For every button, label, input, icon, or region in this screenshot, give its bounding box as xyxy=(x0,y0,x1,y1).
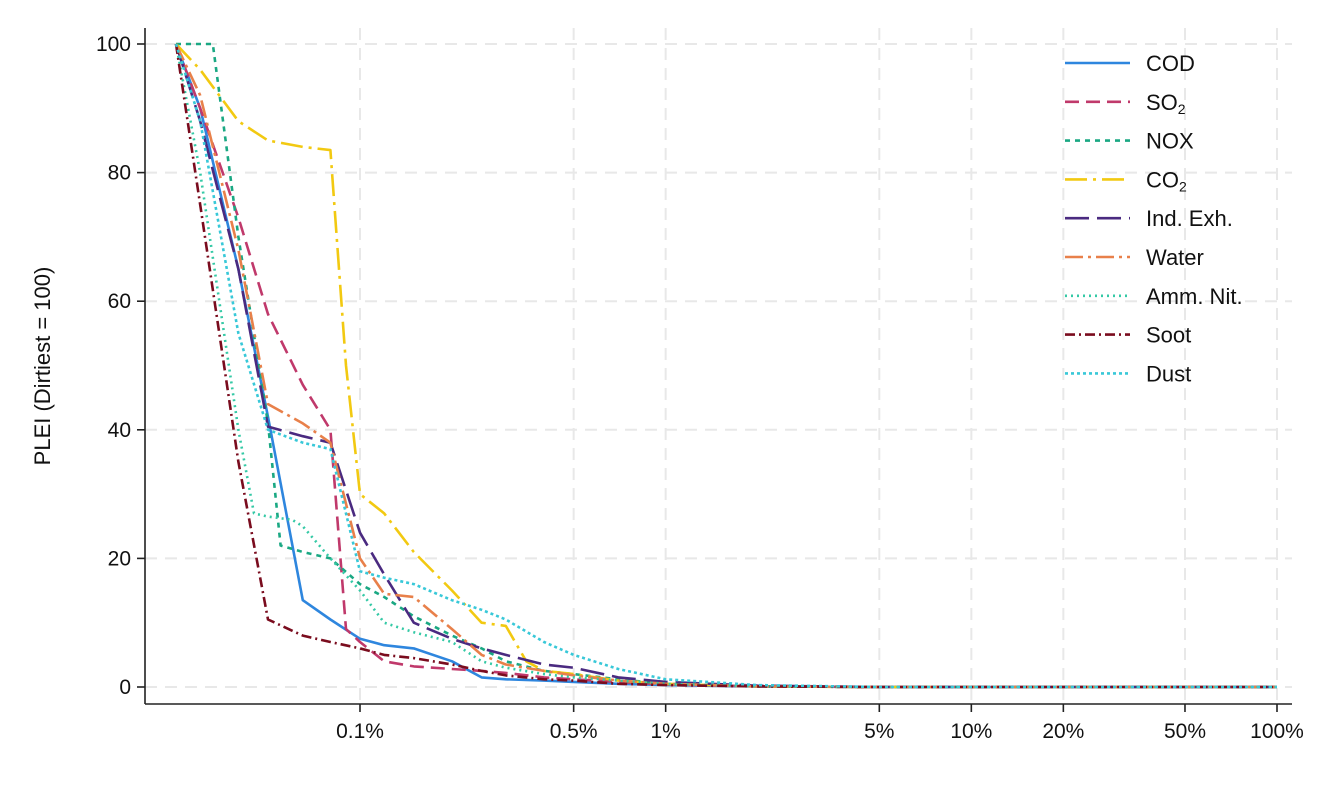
x-tick-label: 0.5% xyxy=(550,720,598,743)
y-tick-label: 80 xyxy=(108,162,131,185)
x-tick-label: 1% xyxy=(650,720,680,743)
legend-item-cod: COD xyxy=(1065,51,1195,76)
tick-labels: 0 20 40 60 80 100 0.1% 0.5% 1% 5% 10% 20% 50% 100% xyxy=(96,33,1304,743)
series-line-co2 xyxy=(175,43,1277,689)
y-axis-title: PLEI (Dirtiest = 100) xyxy=(30,267,55,466)
x-tick-label: 10% xyxy=(950,720,992,743)
series-line-dust xyxy=(174,43,1277,689)
series-line-water xyxy=(174,43,1277,689)
legend-item-nox: NOX xyxy=(1065,129,1194,154)
legend-item-co2: CO2 xyxy=(1065,167,1187,194)
series-line-amm-nit xyxy=(174,43,1277,689)
legend-label: CO2 xyxy=(1146,167,1187,194)
legend-label: COD xyxy=(1146,51,1195,76)
x-tick-label: 50% xyxy=(1164,720,1206,743)
legend-item-water: Water xyxy=(1065,245,1204,270)
legend-label: SO2 xyxy=(1146,90,1186,117)
legend-label: Soot xyxy=(1146,323,1191,348)
series-line-cod xyxy=(174,43,1277,689)
series-line-soot xyxy=(174,43,1277,689)
x-tick-label: 20% xyxy=(1042,720,1084,743)
x-tick-label: 5% xyxy=(864,720,894,743)
y-tick-label: 20 xyxy=(108,547,131,570)
axes xyxy=(144,28,1292,705)
legend-label: Dust xyxy=(1146,361,1191,386)
y-tick-label: 100 xyxy=(96,33,131,56)
legend-item-so2: SO2 xyxy=(1065,90,1186,117)
legend-item-amm-nit: Amm. Nit. xyxy=(1065,284,1243,309)
legend-label: Ind. Exh. xyxy=(1146,206,1233,231)
legend-label: NOX xyxy=(1146,129,1194,154)
legend-label: Water xyxy=(1146,245,1204,270)
series-line-so2 xyxy=(174,43,1277,689)
y-tick-label: 0 xyxy=(119,676,131,699)
legend-label: Amm. Nit. xyxy=(1146,284,1243,309)
y-tick-label: 60 xyxy=(108,290,131,313)
series-lines xyxy=(174,42,1277,689)
legend-item-dust: Dust xyxy=(1065,361,1191,386)
series-line-nox xyxy=(176,42,1277,689)
legend: COD SO2 NOX CO2 Ind. Exh. Water Amm. Nit. Soot D… xyxy=(1065,51,1243,386)
legend-item-ind-exh: Ind. Exh. xyxy=(1065,206,1233,231)
grid-lines xyxy=(145,28,1292,704)
y-tick-label: 40 xyxy=(108,419,131,442)
legend-item-soot: Soot xyxy=(1065,323,1191,348)
x-tick-label: 0.1% xyxy=(336,720,384,743)
series-line-ind-exh xyxy=(174,43,1277,689)
x-tick-label: 100% xyxy=(1250,720,1304,743)
